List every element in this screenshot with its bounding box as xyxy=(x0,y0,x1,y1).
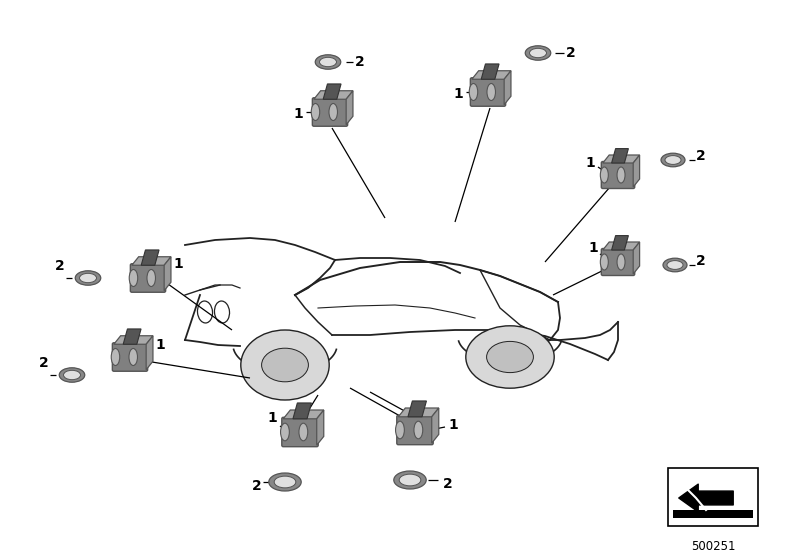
Ellipse shape xyxy=(394,471,426,489)
Polygon shape xyxy=(146,336,153,370)
Ellipse shape xyxy=(530,48,546,58)
Ellipse shape xyxy=(311,104,320,120)
Text: 500251: 500251 xyxy=(690,540,735,553)
FancyBboxPatch shape xyxy=(602,161,634,189)
Polygon shape xyxy=(317,410,324,445)
Polygon shape xyxy=(612,148,629,163)
Ellipse shape xyxy=(663,258,687,272)
Polygon shape xyxy=(472,71,511,80)
FancyBboxPatch shape xyxy=(312,98,348,126)
Polygon shape xyxy=(123,329,141,344)
Ellipse shape xyxy=(665,156,681,165)
Polygon shape xyxy=(634,155,640,187)
Ellipse shape xyxy=(399,474,421,486)
Text: 1: 1 xyxy=(267,411,277,425)
Polygon shape xyxy=(283,410,324,419)
FancyBboxPatch shape xyxy=(130,264,166,292)
FancyBboxPatch shape xyxy=(282,417,318,447)
Ellipse shape xyxy=(395,421,404,439)
Polygon shape xyxy=(504,71,511,105)
Polygon shape xyxy=(314,91,353,99)
Polygon shape xyxy=(346,91,353,125)
Text: 2: 2 xyxy=(696,254,706,268)
Ellipse shape xyxy=(129,348,138,366)
Text: 1: 1 xyxy=(448,418,458,432)
Text: 2: 2 xyxy=(39,356,49,370)
Polygon shape xyxy=(603,242,640,250)
Text: 2: 2 xyxy=(55,259,65,273)
Ellipse shape xyxy=(667,260,683,269)
Polygon shape xyxy=(408,401,426,417)
Text: 2: 2 xyxy=(443,477,453,491)
Polygon shape xyxy=(132,256,171,265)
Ellipse shape xyxy=(63,370,81,380)
Polygon shape xyxy=(164,256,171,291)
Text: 1: 1 xyxy=(588,241,598,255)
Text: 2: 2 xyxy=(355,55,365,69)
Ellipse shape xyxy=(617,254,625,270)
Ellipse shape xyxy=(487,83,495,100)
FancyBboxPatch shape xyxy=(602,249,634,276)
Ellipse shape xyxy=(59,368,85,382)
Text: 2: 2 xyxy=(696,149,706,163)
FancyArrowPatch shape xyxy=(678,484,734,512)
Ellipse shape xyxy=(111,348,120,366)
Polygon shape xyxy=(612,236,629,250)
Text: 1: 1 xyxy=(293,107,303,121)
Polygon shape xyxy=(142,250,159,265)
Ellipse shape xyxy=(299,423,308,441)
Text: 2: 2 xyxy=(566,46,576,60)
Ellipse shape xyxy=(661,153,685,167)
Polygon shape xyxy=(114,336,153,344)
Ellipse shape xyxy=(262,348,309,382)
Text: 2: 2 xyxy=(252,479,262,493)
Polygon shape xyxy=(603,155,640,163)
Ellipse shape xyxy=(315,55,341,69)
Bar xyxy=(673,510,753,518)
Ellipse shape xyxy=(600,254,608,270)
Text: 1: 1 xyxy=(585,156,595,170)
Text: 1: 1 xyxy=(155,338,165,352)
Ellipse shape xyxy=(617,167,625,183)
Polygon shape xyxy=(634,242,640,274)
Ellipse shape xyxy=(329,104,338,120)
Polygon shape xyxy=(323,84,341,99)
Ellipse shape xyxy=(241,330,330,400)
Polygon shape xyxy=(482,64,499,80)
Polygon shape xyxy=(293,403,311,419)
Ellipse shape xyxy=(147,269,155,287)
Polygon shape xyxy=(432,408,438,443)
Ellipse shape xyxy=(274,476,296,488)
Ellipse shape xyxy=(470,83,478,100)
Text: 1: 1 xyxy=(453,87,463,101)
FancyBboxPatch shape xyxy=(470,78,506,106)
Ellipse shape xyxy=(269,473,302,491)
Ellipse shape xyxy=(414,421,422,439)
Ellipse shape xyxy=(79,273,97,283)
Ellipse shape xyxy=(526,46,550,60)
Text: 1: 1 xyxy=(173,257,183,271)
Ellipse shape xyxy=(466,326,554,388)
Ellipse shape xyxy=(130,269,138,287)
Ellipse shape xyxy=(319,57,337,67)
Ellipse shape xyxy=(600,167,608,183)
Ellipse shape xyxy=(75,271,101,285)
Ellipse shape xyxy=(486,342,534,372)
FancyBboxPatch shape xyxy=(397,416,434,445)
Polygon shape xyxy=(398,408,438,417)
Bar xyxy=(668,468,758,526)
FancyBboxPatch shape xyxy=(112,343,148,371)
Ellipse shape xyxy=(281,423,290,441)
